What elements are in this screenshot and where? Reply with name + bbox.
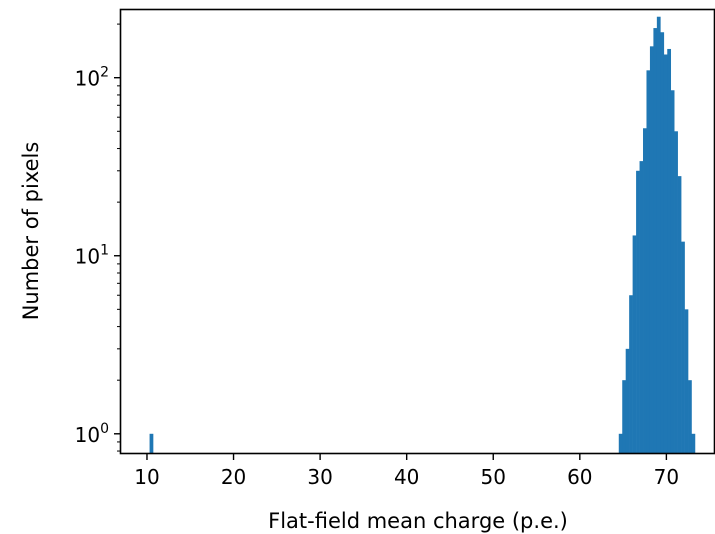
x-axis-label: Flat-field mean charge (p.e.)	[268, 509, 568, 533]
histogram-bar	[660, 32, 665, 454]
histogram-bars	[149, 16, 696, 454]
histogram-bar	[681, 241, 685, 453]
x-tick-label: 10	[134, 465, 159, 489]
histogram-bar	[649, 46, 654, 454]
y-tick-label: 100	[75, 421, 109, 447]
x-axis-ticks: 10 20 30 40 50 60 70	[134, 453, 679, 489]
histogram-bar	[646, 70, 651, 453]
histogram-bar	[688, 380, 692, 453]
histogram-bar	[653, 28, 658, 454]
x-tick-label: 20	[221, 465, 246, 489]
y-axis-label: Number of pixels	[19, 142, 43, 321]
histogram-bar	[622, 380, 626, 453]
histogram-bar	[670, 90, 675, 453]
histogram-bar	[677, 176, 682, 453]
histogram-bar	[674, 131, 678, 454]
histogram-bar	[691, 433, 696, 453]
x-tick-label: 70	[654, 465, 679, 489]
x-tick-label: 50	[481, 465, 506, 489]
histogram-bar	[625, 348, 630, 453]
histogram-bar	[667, 48, 672, 454]
histogram-bar	[636, 170, 640, 454]
histogram-bar	[684, 309, 689, 453]
histogram-bar	[643, 128, 647, 453]
x-tick-label: 30	[307, 465, 332, 489]
histogram-bar	[618, 433, 623, 453]
histogram-bar	[149, 433, 154, 453]
x-tick-label: 60	[567, 465, 592, 489]
histogram-bar	[663, 54, 668, 454]
y-tick-label: 102	[75, 65, 109, 91]
histogram-bar	[639, 161, 644, 454]
y-tick-label: 101	[75, 243, 109, 269]
histogram-bar	[629, 295, 633, 453]
histogram-bar	[656, 16, 661, 453]
x-tick-label: 40	[394, 465, 419, 489]
histogram-bar	[632, 235, 637, 453]
y-axis-ticks: 100 101 102	[75, 65, 121, 447]
